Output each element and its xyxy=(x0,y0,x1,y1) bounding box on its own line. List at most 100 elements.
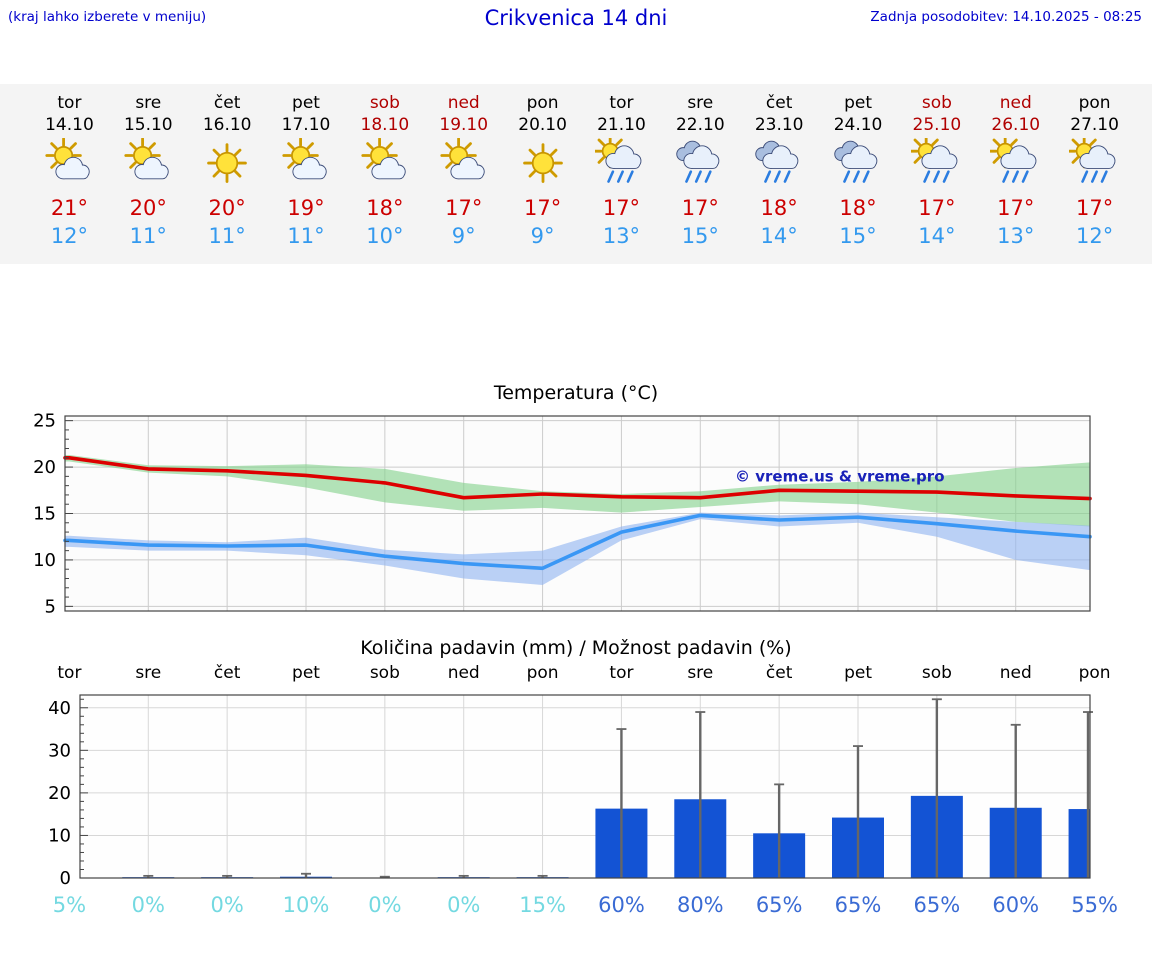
temp-max: 19° xyxy=(287,196,325,220)
precip-probability: 0% xyxy=(210,893,244,917)
temp-min: 12° xyxy=(1075,224,1114,248)
precip-probability: 65% xyxy=(755,893,803,917)
day-date: 20.10 xyxy=(518,115,567,135)
precip-day-label: pon xyxy=(1078,663,1111,683)
temp-max: 17° xyxy=(681,196,719,220)
svg-text:5: 5 xyxy=(45,596,56,617)
partly-cloudy-icon xyxy=(109,136,188,188)
temp-min: 9° xyxy=(451,224,476,248)
svg-text:15: 15 xyxy=(33,504,56,525)
sunny-icon xyxy=(188,136,267,188)
rain-icon xyxy=(661,136,740,188)
series-temperatura-max xyxy=(63,455,1092,501)
temp-max: 17° xyxy=(918,196,956,220)
forecast-strip: tor 14.10 21° 12° sre 15.10 20° 11° čet 16.10 20° 1… xyxy=(0,84,1152,264)
precip-bar xyxy=(1068,809,1090,878)
precip-day-labels: tor sre čet pet sob ned pon tor sre čet pet sob ned p… xyxy=(0,661,1152,685)
svg-text:10: 10 xyxy=(48,825,71,846)
temp-max: 17° xyxy=(523,196,562,220)
precip-day-label: sob xyxy=(921,663,952,683)
temp-min: 11° xyxy=(129,224,167,248)
day-name: tor xyxy=(609,93,634,113)
temp-max: 20° xyxy=(129,196,167,220)
day-date: 16.10 xyxy=(202,115,252,135)
precip-probability: 60% xyxy=(598,893,645,917)
temp-min: 13° xyxy=(997,224,1035,248)
last-update: Zadnja posodobitev: 14.10.2025 - 08:25 xyxy=(870,9,1142,25)
precip-probability: 10% xyxy=(282,893,330,917)
temp-max: 17° xyxy=(997,196,1035,220)
svg-text:20: 20 xyxy=(48,783,71,804)
precip-day-label: čet xyxy=(213,663,241,683)
day-date: 14.10 xyxy=(45,115,94,135)
sunny-icon xyxy=(503,136,582,188)
precip-day-label: tor xyxy=(57,663,82,683)
temp-max: 20° xyxy=(208,196,246,220)
partly-cloudy-icon-svg xyxy=(124,138,169,180)
temp-min: 14° xyxy=(918,224,956,248)
sun-rays xyxy=(207,143,247,183)
temp-max: 18° xyxy=(760,196,798,220)
forecast-day: tor 14.10 21° 12° xyxy=(30,92,109,250)
precip-day-label: pet xyxy=(844,663,872,683)
precip-chart-title: Količina padavin (mm) / Možnost padavin … xyxy=(360,637,792,659)
precip-day-label: sre xyxy=(687,663,714,683)
forecast-day: sob 25.10 17° 14° xyxy=(897,92,976,250)
precipitation-chart: 0 10 20 30 40 xyxy=(48,694,1093,887)
day-name: čet xyxy=(765,93,793,113)
rain-sun-icon xyxy=(976,136,1055,188)
temperature-chart-section: Temperatura (°C) 5 10 15 20 25 © vreme.us & v… xyxy=(0,382,1152,621)
rain-icon xyxy=(740,136,819,188)
precip-day-label: sob xyxy=(369,663,400,683)
partly-cloudy-icon-svg xyxy=(45,138,91,180)
temp-max: 17° xyxy=(602,196,641,220)
forecast-day: ned 19.10 17° 9° xyxy=(424,92,503,250)
partly-cloudy-icon xyxy=(267,136,346,188)
svg-text:25: 25 xyxy=(33,411,56,432)
band-min-razpon xyxy=(65,512,1090,585)
svg-text:20: 20 xyxy=(33,457,56,478)
sunny-icon-svg xyxy=(207,143,247,183)
day-date: 25.10 xyxy=(912,115,962,135)
temp-min: 11° xyxy=(287,224,325,248)
precip-y-labels: 0 10 20 30 40 xyxy=(48,698,71,887)
day-name: ned xyxy=(999,93,1032,113)
forecast-day: pet 24.10 18° 15° xyxy=(819,92,898,250)
temp-min: 15° xyxy=(681,224,719,248)
day-date: 24.10 xyxy=(833,115,883,135)
precip-whiskers xyxy=(143,698,1093,878)
page-header: (kraj lahko izberete v meniju) Crikvenic… xyxy=(0,0,1152,38)
day-date: 23.10 xyxy=(754,115,804,135)
forecast-day: pet 17.10 19° 11° xyxy=(267,92,346,250)
precip-probability: 0% xyxy=(131,893,165,917)
temp-min: 11° xyxy=(208,224,246,248)
temp-max: 17° xyxy=(445,196,483,220)
temp-grid xyxy=(65,416,1090,611)
day-name: sob xyxy=(369,93,400,113)
day-date: 26.10 xyxy=(991,115,1041,135)
rain-icon-svg xyxy=(755,140,799,183)
precip-probability: 5% xyxy=(52,893,87,917)
precip-day-label: pon xyxy=(526,663,559,683)
temp-min: 12° xyxy=(50,224,89,248)
rain-sun-icon-svg xyxy=(1068,138,1116,183)
precip-day-label: pet xyxy=(292,663,320,683)
precip-grid xyxy=(80,695,1090,878)
temperature-chart: 5 10 15 20 25 © vreme.us & vreme.pro xyxy=(33,411,1092,617)
rain-icon-svg xyxy=(834,140,878,183)
precip-probability: 0% xyxy=(447,893,481,917)
temp-max: 21° xyxy=(50,196,89,220)
precip-probability-row: 5% 0% 0% 10% 0% 0% 15% 60% 80% 65% 65% 65% 60% 55% xyxy=(0,891,1152,919)
precip-probability: 0% xyxy=(368,893,402,917)
precip-probability: 80% xyxy=(676,893,724,917)
day-date: 15.10 xyxy=(123,115,173,135)
day-date: 27.10 xyxy=(1070,115,1119,135)
day-name: pon xyxy=(526,93,559,113)
day-date: 22.10 xyxy=(675,115,725,135)
precip-day-label: sre xyxy=(135,663,162,683)
day-name: ned xyxy=(447,93,480,113)
day-name: pet xyxy=(292,93,320,113)
day-date: 21.10 xyxy=(597,115,646,135)
day-name: čet xyxy=(213,93,241,113)
sunny-icon-svg xyxy=(522,143,563,183)
